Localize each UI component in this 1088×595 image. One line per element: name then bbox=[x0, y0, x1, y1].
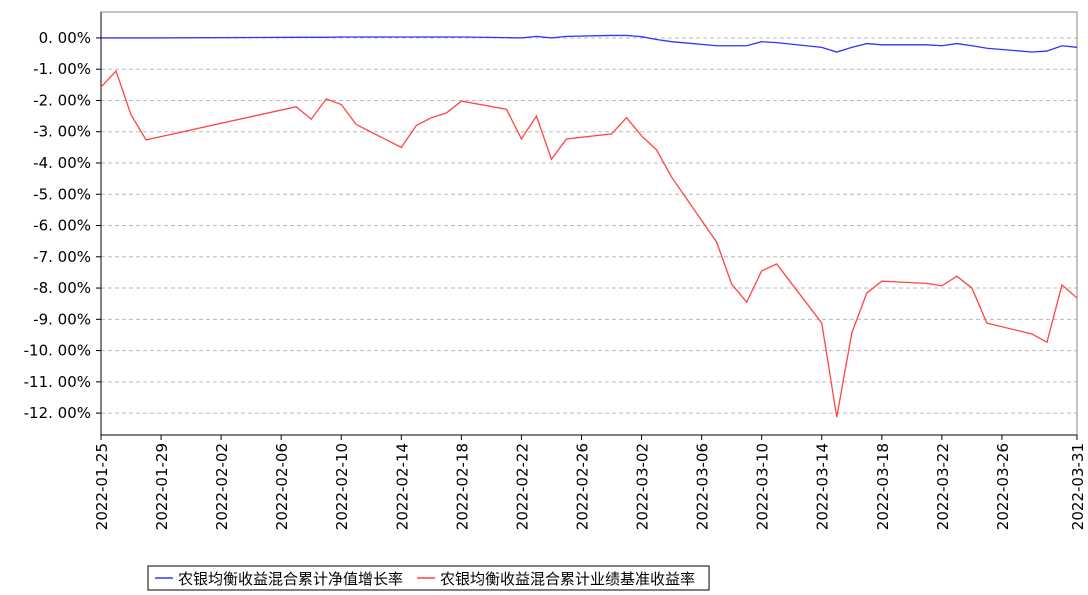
x-tick-label: 2022-03-22 bbox=[934, 443, 952, 530]
plot-frame bbox=[100, 11, 1078, 436]
x-tick-label: 2022-02-18 bbox=[453, 443, 471, 530]
x-tick-label: 2022-03-06 bbox=[694, 443, 712, 530]
y-tick-label: -12. 00% bbox=[24, 404, 91, 422]
y-tick-label: -4. 00% bbox=[33, 154, 91, 172]
x-tick-label: 2022-02-14 bbox=[393, 443, 411, 530]
legend-label: 农银均衡收益混合累计业绩基准收益率 bbox=[440, 570, 695, 588]
y-tick-label: -7. 00% bbox=[33, 248, 91, 266]
x-tick-label: 2022-02-10 bbox=[333, 443, 351, 530]
x-tick-label: 2022-02-02 bbox=[213, 443, 231, 530]
x-tick-label: 2022-02-06 bbox=[273, 443, 291, 530]
y-tick-label: -2. 00% bbox=[33, 91, 91, 109]
x-tick-label: 2022-03-02 bbox=[634, 443, 652, 530]
x-tick-label: 2022-03-14 bbox=[814, 443, 832, 530]
x-tick-label: 2022-03-10 bbox=[754, 443, 772, 530]
y-tick-label: 0. 00% bbox=[39, 29, 91, 47]
x-tick-label: 2022-02-26 bbox=[573, 443, 591, 530]
y-tick-label: -10. 00% bbox=[24, 342, 91, 360]
y-tick-label: -1. 00% bbox=[33, 60, 91, 78]
x-tick-label: 2022-03-31 bbox=[1069, 443, 1087, 530]
y-tick-label: -3. 00% bbox=[33, 123, 91, 141]
x-tick-label: 2022-02-22 bbox=[513, 443, 531, 530]
y-tick-label: -6. 00% bbox=[33, 217, 91, 235]
legend-label: 农银均衡收益混合累计净值增长率 bbox=[178, 570, 403, 588]
x-tick-label: 2022-01-29 bbox=[153, 443, 171, 530]
x-tick-label: 2022-01-25 bbox=[93, 443, 111, 530]
y-tick-label: -8. 00% bbox=[33, 279, 91, 297]
y-tick-label: -9. 00% bbox=[33, 310, 91, 328]
y-tick-label: -11. 00% bbox=[24, 373, 91, 391]
x-tick-label: 2022-03-26 bbox=[994, 443, 1012, 530]
series-line bbox=[100, 69, 1078, 418]
x-tick-label: 2022-03-18 bbox=[874, 443, 892, 530]
series-line bbox=[101, 34, 1078, 53]
y-tick-label: -5. 00% bbox=[33, 185, 91, 203]
